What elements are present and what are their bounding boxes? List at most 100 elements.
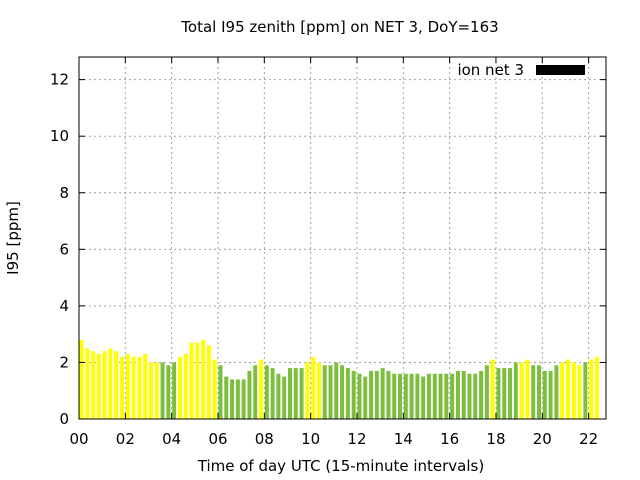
bar <box>479 370 484 419</box>
bar <box>183 353 188 419</box>
bar <box>91 351 96 420</box>
x-tick-label: 00 <box>69 430 88 448</box>
bar <box>484 365 489 419</box>
bar <box>392 373 397 419</box>
bar <box>160 362 165 419</box>
y-tick-label: 6 <box>59 240 69 258</box>
bar <box>154 362 159 419</box>
bar <box>287 368 292 419</box>
bar <box>450 373 455 419</box>
y-tick-label: 0 <box>59 410 69 428</box>
bar <box>542 370 547 419</box>
bar <box>345 368 350 419</box>
legend: ion net 3 <box>457 61 585 79</box>
x-tick-label: 06 <box>208 430 227 448</box>
legend-label: ion net 3 <box>457 61 524 79</box>
bar <box>519 362 524 419</box>
bar <box>328 365 333 419</box>
chart-title: Total I95 zenith [ppm] on NET 3, DoY=163 <box>180 18 498 36</box>
bar <box>264 365 269 419</box>
bar <box>218 365 223 419</box>
bar <box>531 365 536 419</box>
bar <box>230 379 235 419</box>
bar <box>380 368 385 419</box>
bar <box>398 373 403 419</box>
bar <box>125 353 130 419</box>
bar <box>96 353 101 419</box>
bar <box>316 362 321 419</box>
x-tick-label: 10 <box>301 430 320 448</box>
x-tick-label: 12 <box>347 430 366 448</box>
x-tick-label: 14 <box>394 430 413 448</box>
bar <box>322 365 327 419</box>
bar <box>85 348 90 419</box>
bar <box>293 368 298 419</box>
bar <box>415 373 420 419</box>
y-tick-label: 10 <box>50 127 69 145</box>
bar <box>334 362 339 419</box>
y-tick-label: 4 <box>59 297 69 315</box>
bar <box>235 379 240 419</box>
bar <box>369 370 374 419</box>
bar <box>114 351 119 420</box>
bar <box>299 368 304 419</box>
bar <box>276 373 281 419</box>
y-tick-label: 12 <box>50 71 69 89</box>
bar <box>560 362 565 419</box>
bar <box>455 370 460 419</box>
bar <box>473 373 478 419</box>
bar <box>102 351 107 420</box>
bar <box>108 348 113 419</box>
bar <box>432 373 437 419</box>
legend-swatch <box>536 65 585 75</box>
x-axis-label: Time of day UTC (15-minute intervals) <box>197 457 484 475</box>
bar <box>374 370 379 419</box>
x-tick-label: 22 <box>579 430 598 448</box>
x-tick-label: 08 <box>255 430 274 448</box>
grid <box>79 57 606 419</box>
bar <box>120 356 125 419</box>
x-tick-label: 16 <box>440 430 459 448</box>
bar <box>305 362 310 419</box>
bar <box>577 365 582 419</box>
bar <box>496 368 501 419</box>
bar <box>270 368 275 419</box>
bar <box>525 359 530 419</box>
y-tick-label: 8 <box>59 184 69 202</box>
bar <box>201 339 206 419</box>
bar <box>363 376 368 419</box>
bar <box>594 356 599 419</box>
bar <box>311 356 316 419</box>
x-tick-label: 20 <box>533 430 552 448</box>
bar <box>282 376 287 419</box>
bar <box>467 373 472 419</box>
bar <box>438 373 443 419</box>
bar <box>508 368 513 419</box>
bar <box>247 370 252 419</box>
y-tick-label: 2 <box>59 353 69 371</box>
bar <box>241 379 246 419</box>
x-tick-label: 18 <box>486 430 505 448</box>
y-axis-label: I95 [ppm] <box>4 201 22 275</box>
bar <box>195 342 200 419</box>
bar <box>351 370 356 419</box>
bar <box>444 373 449 419</box>
bar <box>212 359 217 419</box>
bar <box>148 362 153 419</box>
bar <box>583 362 588 419</box>
bar <box>554 365 559 419</box>
bar <box>166 365 171 419</box>
bar <box>490 359 495 419</box>
bar <box>548 370 553 419</box>
bar <box>513 362 518 419</box>
bar <box>172 362 177 419</box>
bar <box>386 370 391 419</box>
bar <box>502 368 507 419</box>
plot-frame <box>78 56 607 420</box>
bar <box>143 353 148 419</box>
bar <box>357 373 362 419</box>
bar <box>589 359 594 419</box>
bar <box>537 365 541 419</box>
